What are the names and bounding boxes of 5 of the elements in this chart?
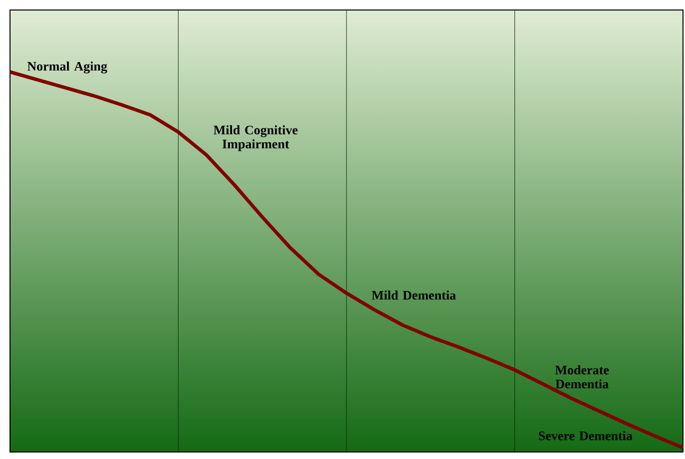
annotation: Moderate Dementia <box>555 365 609 388</box>
annotation: Mild Dementia <box>372 290 456 300</box>
annotation: Mild Cognitive Impairment <box>214 125 298 152</box>
annotation: Severe Dementia <box>538 431 632 440</box>
annotation: Normal Aging <box>27 62 108 74</box>
